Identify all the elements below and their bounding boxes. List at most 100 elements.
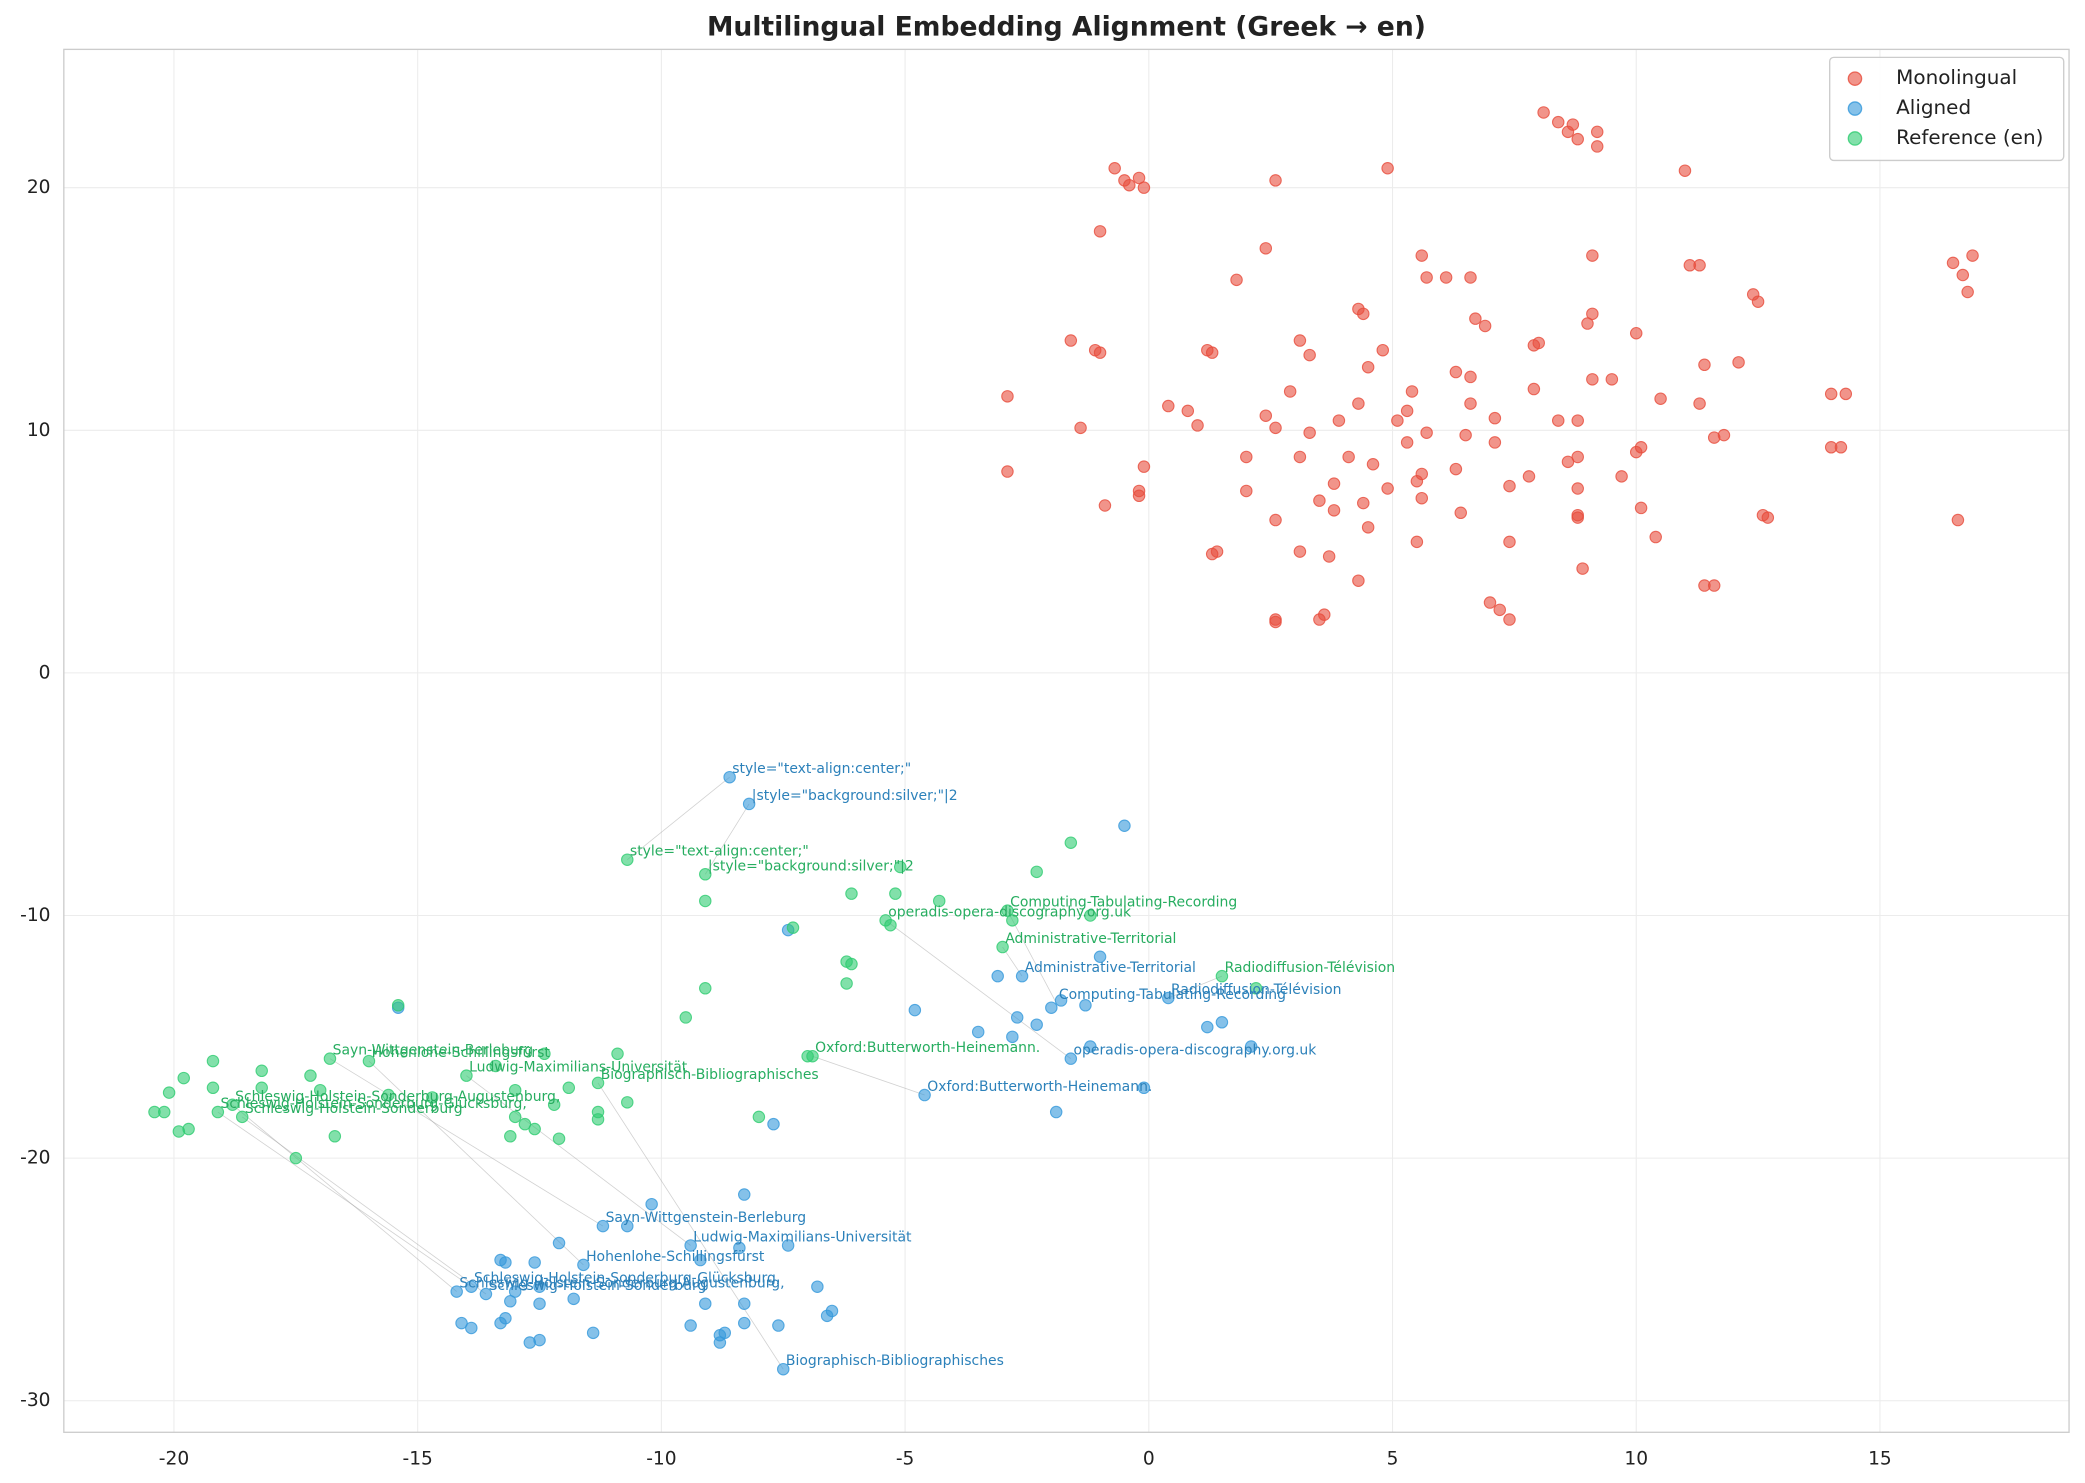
point <box>1293 450 1307 464</box>
point <box>786 921 800 934</box>
point <box>1571 450 1584 464</box>
point <box>611 1047 624 1061</box>
point <box>1162 991 1175 1005</box>
point <box>586 1326 600 1340</box>
point <box>1327 504 1341 517</box>
point <box>504 1130 517 1143</box>
point <box>508 1110 522 1124</box>
point <box>255 1081 268 1095</box>
point <box>1551 115 1565 129</box>
annotation: Biographisch-Bibliographisches <box>786 1353 1004 1369</box>
point <box>1634 441 1648 454</box>
point <box>699 1297 712 1310</box>
y-tick-label: -10 <box>20 905 50 926</box>
point <box>1420 271 1433 284</box>
annotation: Oxford:Butterworth-Heinemann. <box>927 1079 1152 1095</box>
point <box>1493 603 1506 617</box>
point <box>1162 399 1175 413</box>
point <box>1464 397 1477 410</box>
point <box>1571 511 1584 524</box>
point <box>528 1256 541 1269</box>
point <box>1084 909 1097 922</box>
point <box>767 1117 780 1131</box>
annotation: Schleswig-Holstein-Sonderburg <box>489 1278 707 1294</box>
point <box>1449 462 1463 476</box>
point <box>577 1258 590 1272</box>
point <box>1352 397 1365 410</box>
point <box>699 894 712 908</box>
point <box>738 1188 751 1201</box>
point <box>528 1122 541 1136</box>
annotation: Hohenlohe-Schillingsfürst <box>372 1045 551 1061</box>
point <box>1488 411 1502 425</box>
annotation: Schleswig-Holstein-Sonderburg-Augustenbu… <box>235 1089 560 1105</box>
point <box>1464 271 1477 284</box>
point <box>1576 562 1589 575</box>
point <box>1586 307 1599 321</box>
point <box>460 1069 473 1082</box>
point <box>1381 482 1394 495</box>
point <box>908 1003 922 1017</box>
point <box>1693 397 1706 410</box>
point <box>1181 404 1195 418</box>
point <box>1303 426 1316 439</box>
point <box>255 1064 268 1078</box>
point <box>1581 317 1594 330</box>
point <box>1293 545 1307 558</box>
legend-label: Aligned <box>1896 95 1971 119</box>
point <box>1561 455 1575 469</box>
point <box>1064 334 1078 347</box>
point <box>1118 819 1131 833</box>
point <box>567 1292 580 1306</box>
alignment-line <box>704 803 750 875</box>
point <box>1332 414 1346 427</box>
annotation: Administrative-Territorial <box>1005 931 1176 947</box>
point <box>723 770 736 784</box>
point <box>694 1253 707 1267</box>
point <box>1415 491 1429 505</box>
point <box>1966 249 1979 262</box>
point <box>621 1096 634 1109</box>
annotation: Computing-Tabulating-Recording <box>1059 987 1286 1003</box>
point <box>884 918 897 932</box>
point <box>1590 125 1604 139</box>
point <box>1093 950 1107 964</box>
point <box>235 1110 249 1124</box>
alignment-line <box>368 1060 584 1266</box>
point <box>742 797 756 811</box>
point <box>1045 1001 1058 1014</box>
point <box>313 1083 327 1097</box>
point <box>1488 436 1502 449</box>
point <box>479 1287 493 1301</box>
point <box>391 999 405 1012</box>
point <box>1293 334 1307 347</box>
point <box>1361 360 1375 374</box>
point <box>1586 373 1599 386</box>
point <box>932 894 946 908</box>
point <box>699 982 712 995</box>
y-tick-label: 0 <box>39 662 51 683</box>
point <box>1586 249 1599 262</box>
point <box>1137 1081 1151 1095</box>
point <box>523 1336 537 1349</box>
point <box>1376 343 1390 357</box>
annotation: Radiodiffusion-Télévision <box>1225 960 1396 976</box>
point <box>1230 273 1243 287</box>
chart-title: Multilingual Embedding Alignment (Greek … <box>707 12 1426 43</box>
point <box>1132 489 1146 503</box>
point <box>1537 106 1550 119</box>
point <box>1006 914 1019 927</box>
point <box>596 1219 610 1233</box>
y-tick-label: 10 <box>27 420 51 441</box>
point <box>1054 994 1068 1007</box>
point <box>1283 385 1297 398</box>
point <box>713 1336 727 1349</box>
point <box>562 1081 576 1095</box>
point <box>811 1280 824 1293</box>
point <box>1030 865 1043 879</box>
point <box>621 853 634 866</box>
point <box>1400 404 1414 418</box>
x-tick-label: -20 <box>159 1448 189 1469</box>
